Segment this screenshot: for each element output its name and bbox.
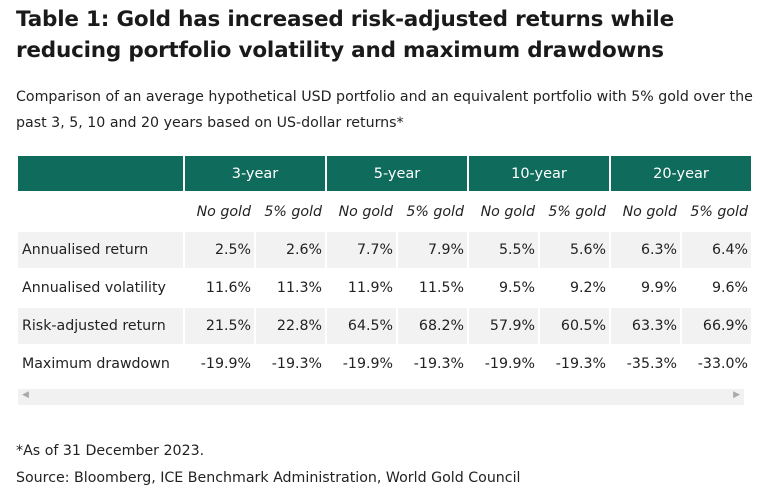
table-cell: 11.9%	[347, 280, 393, 296]
table-cell: 9.9%	[640, 280, 677, 296]
horizontal-scrollbar[interactable]: ◀ ▶	[18, 389, 744, 405]
table-cell: 2.6%	[256, 232, 325, 268]
table-row: Annualised return 2.5% 2.6% 7.7% 7.9% 5.5% 5.6…	[18, 232, 751, 268]
table-cell: 60.5%	[540, 308, 609, 344]
table-cell: 2.5%	[185, 232, 254, 268]
group-header-10-year: 10-year	[469, 156, 609, 191]
table-cell: 22.8%	[256, 308, 325, 344]
table-cell: 57.9%	[469, 308, 538, 344]
subheader: No gold	[338, 203, 393, 220]
subheader: No gold	[480, 203, 535, 220]
row-label: Annualised volatility	[22, 280, 166, 296]
table-cell: -35.3%	[626, 356, 677, 372]
table-cell: 7.9%	[398, 232, 467, 268]
row-label: Risk-adjusted return	[18, 308, 183, 344]
table-cell: -19.9%	[200, 356, 251, 372]
subheader: No gold	[622, 203, 677, 220]
table-cell: 11.5%	[418, 280, 464, 296]
table-cell: 68.2%	[398, 308, 467, 344]
table-cell: -19.3%	[555, 356, 606, 372]
group-header-5-year: 5-year	[327, 156, 467, 191]
table-subtitle: Comparison of an average hypothetical US…	[16, 89, 753, 131]
table-cell: -19.9%	[342, 356, 393, 372]
table-row: Maximum drawdown -19.9% -19.3% -19.9% -19.3%…	[18, 346, 751, 382]
subheader: 5% gold	[690, 203, 748, 220]
table-cell: 64.5%	[327, 308, 396, 344]
header-blank	[18, 156, 183, 191]
table-cell: 21.5%	[185, 308, 254, 344]
scroll-left-arrow-icon[interactable]: ◀	[22, 390, 29, 400]
row-label: Maximum drawdown	[22, 356, 170, 372]
table-cell: 5.5%	[469, 232, 538, 268]
subheader: 5% gold	[406, 203, 464, 220]
returns-table: 3-year 5-year 10-year 20-year No gold 5%…	[16, 154, 753, 384]
group-header-row: 3-year 5-year 10-year 20-year	[18, 156, 751, 191]
table-cell: -33.0%	[697, 356, 748, 372]
subheader-blank	[18, 193, 183, 230]
table-row: Annualised volatility 11.6% 11.3% 11.9% 11.5…	[18, 270, 751, 306]
table-title: Table 1: Gold has increased risk-adjuste…	[16, 7, 674, 63]
group-header-3-year: 3-year	[185, 156, 325, 191]
table-cell: 9.2%	[569, 280, 606, 296]
table-cell: -19.9%	[484, 356, 535, 372]
subheader-row: No gold 5% gold No gold 5% gold No gold …	[18, 193, 751, 230]
row-label: Annualised return	[18, 232, 183, 268]
table-cell: 11.3%	[276, 280, 322, 296]
subheader: No gold	[196, 203, 251, 220]
footnote: *As of 31 December 2023.	[16, 443, 205, 459]
table-cell: 66.9%	[682, 308, 751, 344]
table-cell: 6.3%	[611, 232, 680, 268]
subheader: 5% gold	[548, 203, 606, 220]
source-note: Source: Bloomberg, ICE Benchmark Adminis…	[16, 470, 521, 486]
scroll-right-arrow-icon[interactable]: ▶	[733, 390, 740, 400]
table-cell: 11.6%	[205, 280, 251, 296]
subheader: 5% gold	[264, 203, 322, 220]
table-cell: 7.7%	[327, 232, 396, 268]
table-row: Risk-adjusted return 21.5% 22.8% 64.5% 68.2%…	[18, 308, 751, 344]
table-cell: -19.3%	[413, 356, 464, 372]
table-cell: -19.3%	[271, 356, 322, 372]
table-cell: 5.6%	[540, 232, 609, 268]
table-cell: 9.5%	[498, 280, 535, 296]
table-cell: 63.3%	[611, 308, 680, 344]
table-cell: 6.4%	[682, 232, 751, 268]
group-header-20-year: 20-year	[611, 156, 751, 191]
table-cell: 9.6%	[711, 280, 748, 296]
